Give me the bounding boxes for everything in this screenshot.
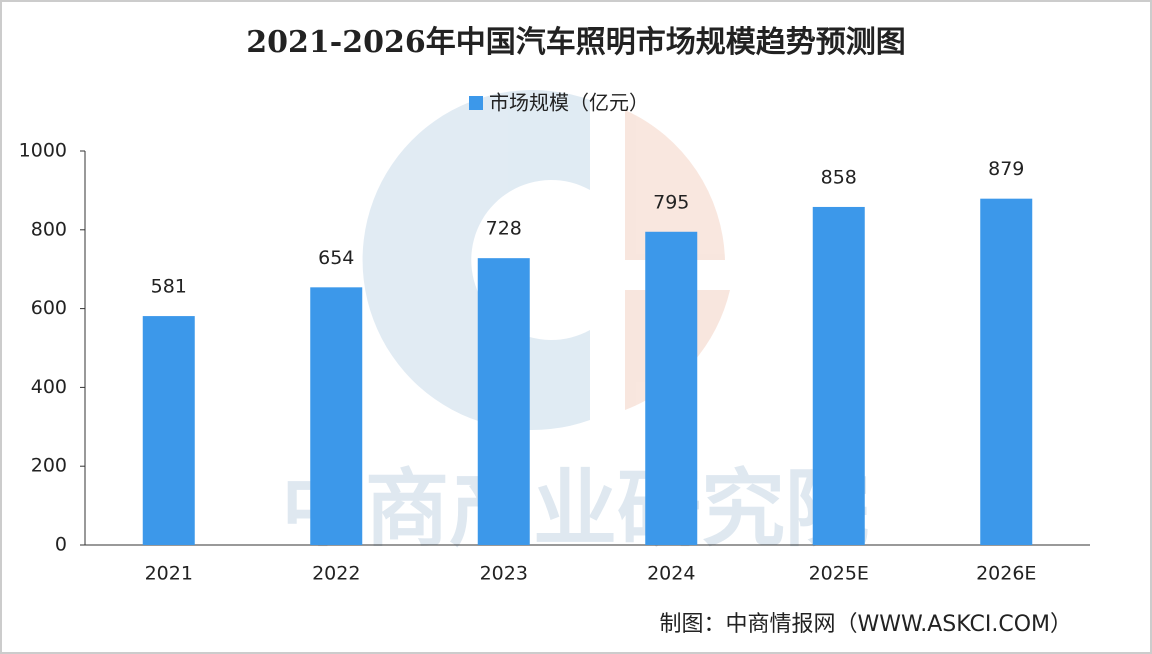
legend-swatch (469, 96, 483, 110)
bar (980, 198, 1033, 545)
y-tick-label: 800 (31, 218, 67, 240)
y-tick-label: 1000 (19, 140, 67, 162)
x-tick-label: 2021 (145, 563, 193, 585)
y-tick-label: 600 (31, 297, 67, 319)
bar (477, 258, 530, 545)
x-tick-label: 2022 (312, 563, 360, 585)
x-tick-label: 2023 (480, 563, 528, 585)
value-label: 728 (486, 218, 522, 240)
bar (142, 316, 195, 545)
x-tick-label: 2025E (809, 563, 869, 585)
value-label: 654 (318, 247, 354, 269)
chart-title: 2021-2026年中国汽车照明市场规模趋势预测图 (246, 25, 905, 60)
logo-watermark (362, 89, 730, 431)
value-label: 581 (151, 276, 187, 298)
value-label: 858 (821, 166, 857, 188)
bar (310, 287, 363, 545)
y-tick-label: 400 (31, 376, 67, 398)
y-tick-label: 0 (55, 534, 67, 556)
bar (645, 231, 698, 545)
x-tick-label: 2024 (647, 563, 695, 585)
y-tick-label: 200 (31, 455, 67, 477)
x-tick-label: 2026E (976, 563, 1036, 585)
source: 制图：中商情报网（WWW.ASKCI.COM） (660, 612, 1072, 637)
legend-label: 市场规模（亿元） (489, 91, 649, 115)
value-label: 795 (653, 191, 689, 213)
bar (812, 206, 865, 545)
watermark: 中商产业研究院 (281, 460, 869, 558)
value-label: 879 (988, 158, 1024, 180)
